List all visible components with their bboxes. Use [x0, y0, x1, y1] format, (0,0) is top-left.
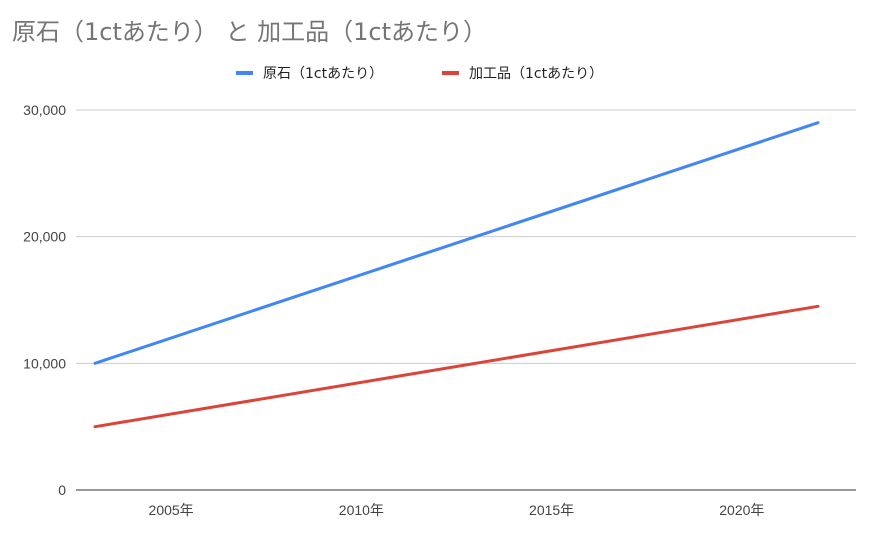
y-tick-label: 10,000: [23, 355, 66, 371]
axes: 0 10,000 20,000 30,000 2005年 2010年 2015年 2020年: [23, 102, 856, 518]
y-tick-label: 20,000: [23, 229, 66, 245]
series-line-0: [93, 121, 820, 365]
chart-title: 原石（1ctあたり） と 加工品（1ctあたり）: [12, 18, 488, 46]
series-lines: [93, 121, 820, 429]
series-line-1: [93, 304, 820, 429]
x-tick-label: 2020年: [719, 502, 764, 518]
legend-label: 原石（1ctあたり）: [263, 66, 383, 82]
legend-label: 加工品（1ctあたり）: [469, 66, 603, 82]
x-tick-label: 2010年: [339, 502, 384, 518]
y-tick-label: 30,000: [23, 102, 66, 118]
x-tick-label: 2015年: [529, 502, 574, 518]
x-tick-label: 2005年: [149, 502, 194, 518]
y-tick-label: 0: [58, 482, 66, 498]
gridlines: [76, 109, 856, 364]
legend: 原石（1ctあたり） 加工品（1ctあたり）: [236, 66, 603, 82]
